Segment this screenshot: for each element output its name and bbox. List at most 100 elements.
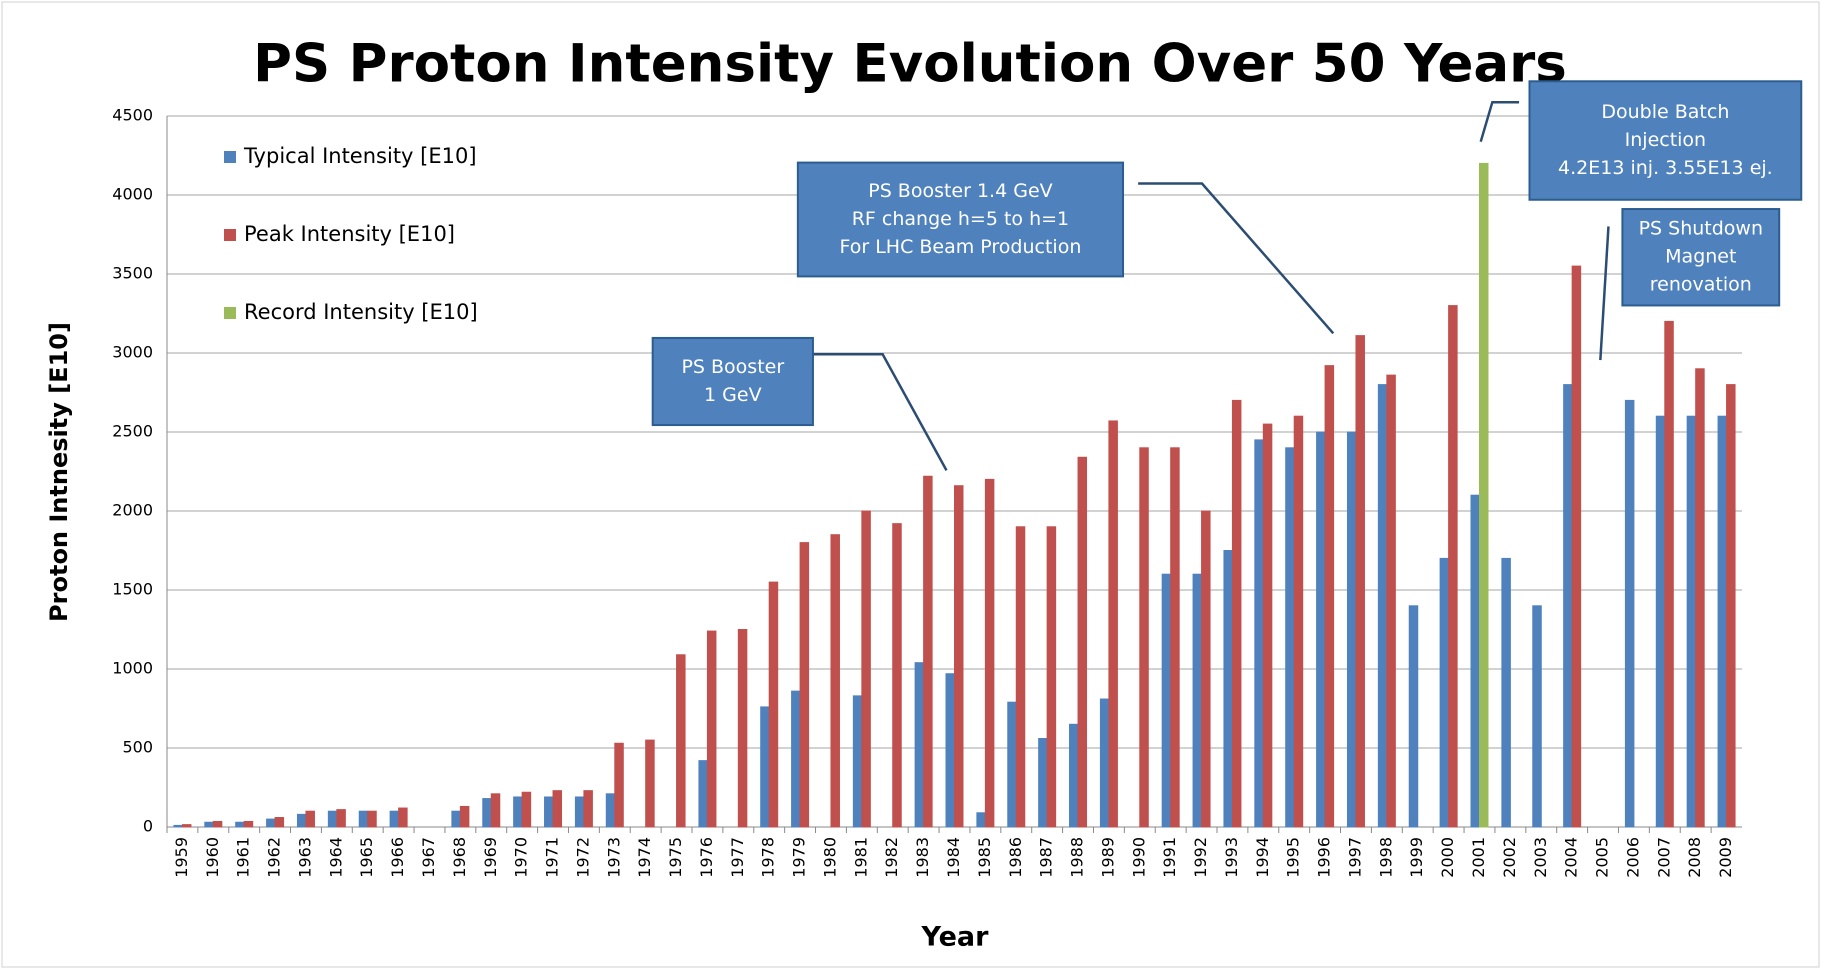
bar: [1007, 701, 1017, 828]
bar: [1316, 431, 1326, 828]
bar: [1285, 447, 1295, 828]
legend-label: Typical Intensity [E10]: [243, 144, 477, 168]
bar: [1077, 456, 1088, 828]
x-tick-label: 1978: [759, 837, 778, 878]
x-tick-label: 1987: [1037, 837, 1056, 878]
bar: [945, 673, 955, 828]
bar: [1170, 447, 1180, 828]
x-tick-label: 1977: [728, 837, 747, 878]
bar: [892, 523, 902, 828]
y-tick-label: 2000: [112, 501, 153, 520]
x-tick-label: 1995: [1284, 837, 1303, 878]
bar: [645, 739, 655, 828]
x-tick-label: 1959: [172, 837, 191, 878]
bar: [698, 760, 708, 828]
y-tick-label: 1000: [112, 659, 153, 678]
legend-swatch: [224, 229, 236, 241]
y-tick-label: 4500: [112, 106, 153, 125]
legend-label: Peak Intensity [E10]: [244, 222, 455, 246]
bar: [1386, 374, 1396, 828]
bar: [1346, 431, 1357, 828]
bar: [1139, 447, 1149, 828]
bar: [358, 810, 369, 828]
x-tick-label: 2007: [1654, 837, 1673, 878]
x-tick-label: 1980: [820, 837, 839, 878]
bar: [791, 690, 801, 828]
bar: [1099, 698, 1110, 828]
bar: [1717, 415, 1728, 828]
x-tick-label: 1969: [481, 837, 500, 878]
legend-swatch: [224, 307, 236, 319]
x-tick-label: 1984: [944, 837, 963, 878]
x-tick-label: 2002: [1500, 837, 1519, 878]
x-tick-label: 1990: [1129, 837, 1148, 878]
bar: [1231, 399, 1242, 828]
bar: [266, 818, 276, 828]
y-axis-label: Proton Intnesity [E10]: [45, 322, 73, 622]
annotation-text: PS Booster: [681, 356, 784, 378]
bar: [830, 534, 840, 828]
x-tick-label: 2005: [1593, 837, 1612, 878]
x-tick-label: 2009: [1716, 837, 1735, 878]
x-tick-label: 1979: [790, 837, 809, 878]
bar: [760, 706, 770, 828]
bar: [1038, 738, 1048, 828]
bar: [1254, 439, 1264, 828]
bar: [1686, 415, 1697, 828]
bar: [1201, 510, 1211, 828]
annotation-text: Double Batch: [1601, 101, 1729, 123]
y-tick-label: 2500: [112, 422, 153, 441]
bar: [243, 820, 254, 828]
bar: [1439, 557, 1450, 828]
y-tick-label: 1500: [112, 580, 153, 599]
bar: [1046, 526, 1057, 828]
x-tick-label: 1965: [357, 837, 376, 878]
x-tick-label: 2000: [1438, 837, 1457, 878]
bar: [1532, 605, 1542, 828]
bar: [583, 790, 593, 828]
x-tick-label: 1975: [666, 837, 685, 878]
bar: [513, 796, 523, 828]
annotation-box: [651, 336, 814, 427]
bar: [521, 791, 532, 828]
bar: [676, 654, 686, 828]
x-tick-label: 1981: [851, 837, 870, 878]
x-axis-label: Year: [921, 922, 990, 953]
bar: [1624, 399, 1635, 828]
bar: [1069, 723, 1079, 828]
bar: [482, 798, 492, 828]
bar: [737, 629, 748, 828]
bar: [544, 796, 554, 828]
bar: [389, 810, 400, 828]
x-tick-label: 1985: [975, 837, 994, 878]
bar: [1726, 384, 1736, 828]
bar: [976, 812, 986, 828]
x-tick-label: 1982: [882, 837, 901, 878]
x-tick-label: 2006: [1623, 837, 1642, 878]
x-tick-label: 2008: [1685, 837, 1704, 878]
bar: [204, 821, 214, 828]
bar: [614, 742, 624, 828]
x-tick-label: 1983: [913, 837, 932, 878]
x-tick-label: 1989: [1098, 837, 1117, 878]
annotation-text: RF change h=5 to h=1: [852, 208, 1069, 230]
bar: [181, 824, 192, 828]
x-tick-label: 1960: [203, 837, 222, 878]
bar: [861, 510, 871, 828]
x-tick-label: 2004: [1562, 837, 1581, 878]
x-tick-label: 1999: [1407, 837, 1426, 878]
bar: [336, 809, 346, 828]
bar: [1408, 605, 1419, 828]
x-tick-label: 1974: [635, 837, 654, 878]
x-tick-label: 1968: [450, 837, 469, 878]
x-tick-label: 1971: [543, 837, 562, 878]
bar: [1355, 335, 1365, 828]
x-tick-label: 2001: [1469, 837, 1488, 878]
bar: [1501, 557, 1511, 828]
bar: [1161, 573, 1172, 828]
bar: [1377, 384, 1388, 828]
y-tick-label: 3000: [112, 343, 153, 362]
bar: [1470, 494, 1480, 828]
